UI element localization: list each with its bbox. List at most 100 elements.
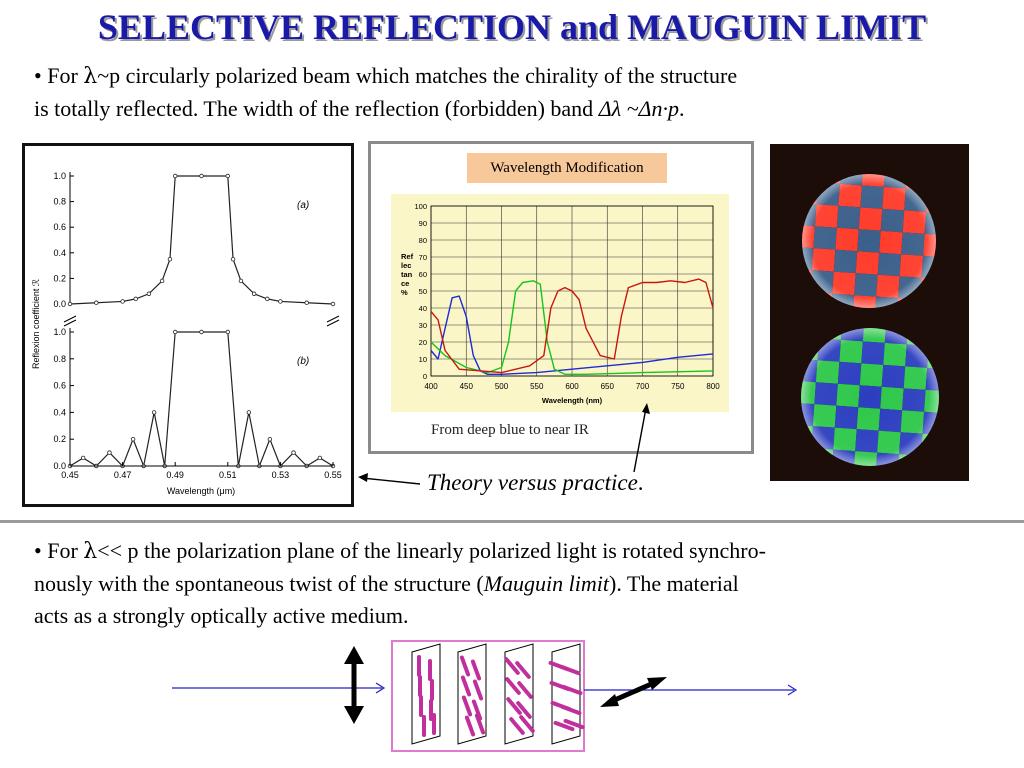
y-axis-title: Reflexion coefficient ℛ bbox=[31, 279, 41, 369]
molecule bbox=[509, 717, 525, 735]
molecule bbox=[459, 655, 471, 677]
checker-square bbox=[945, 235, 968, 258]
checker-square bbox=[948, 192, 969, 215]
checker-square bbox=[802, 174, 820, 183]
layer-plate bbox=[551, 643, 581, 745]
x-tick-label: 600 bbox=[565, 382, 579, 391]
checker-square bbox=[777, 291, 800, 314]
y-tick-label: 0.8 bbox=[53, 197, 66, 207]
molecule bbox=[504, 657, 520, 675]
data-point bbox=[130, 437, 136, 442]
checker-square bbox=[940, 301, 963, 324]
data-point bbox=[246, 410, 252, 415]
molecule bbox=[517, 681, 533, 699]
x-tick-label: 750 bbox=[671, 382, 685, 391]
y-tick-label: 100 bbox=[414, 202, 427, 211]
molecule bbox=[506, 697, 522, 715]
checker-square bbox=[841, 144, 864, 163]
checker-square bbox=[928, 328, 939, 348]
green-disk-rim bbox=[801, 328, 939, 466]
bullet-2-text-a: For bbox=[47, 538, 84, 563]
y-tick-label: 0.4 bbox=[53, 248, 66, 258]
y-axis-title-fragment: % bbox=[401, 288, 408, 297]
checker-square bbox=[802, 268, 812, 293]
checker-square bbox=[927, 174, 936, 192]
checker-square bbox=[770, 289, 788, 312]
bullet-1-formula: Δλ ~Δn·p bbox=[598, 96, 679, 121]
x-tick-label: 800 bbox=[706, 382, 720, 391]
checker-square bbox=[798, 144, 821, 160]
bullet-2-mauguin: Mauguin limit bbox=[483, 571, 609, 596]
y-tick-label: 90 bbox=[419, 219, 427, 228]
axis-break-mark bbox=[63, 315, 77, 323]
arrow-to-practice bbox=[633, 407, 647, 473]
molecule bbox=[563, 718, 585, 730]
checker-square bbox=[948, 369, 969, 392]
data-point bbox=[67, 301, 73, 307]
y-tick-label: 80 bbox=[419, 236, 427, 245]
checker-square bbox=[775, 313, 798, 336]
theory-plot: 1.0 0.8 0.6 0.4 0.2 0.0 (a) 1.0 0.8 0.6 0.4 0.2 0.0 (… bbox=[31, 171, 342, 496]
y-tick-label: 0.2 bbox=[53, 273, 66, 283]
checker-square bbox=[770, 423, 791, 446]
checker-square bbox=[945, 413, 968, 436]
y-tick-label: 60 bbox=[419, 270, 427, 279]
y-tick-label: 0.6 bbox=[53, 222, 66, 232]
y-tick-label: 20 bbox=[419, 338, 427, 347]
checker-square bbox=[874, 475, 897, 481]
red-disk-rim bbox=[802, 174, 936, 308]
checker-square bbox=[801, 446, 812, 466]
checker-square bbox=[941, 457, 964, 480]
checker-square bbox=[770, 223, 793, 246]
checker-square bbox=[896, 476, 919, 481]
data-point bbox=[159, 278, 165, 284]
data-point bbox=[133, 296, 138, 302]
rotated-polarization-arrow bbox=[609, 679, 657, 705]
checker-square bbox=[918, 299, 936, 308]
checker-square bbox=[776, 144, 799, 159]
bullet-2-lambda: λ bbox=[83, 539, 98, 564]
axis-break-mark bbox=[63, 319, 77, 327]
checker-square bbox=[907, 145, 930, 168]
y-tick-label: 0.0 bbox=[53, 461, 66, 471]
data-point bbox=[317, 455, 323, 461]
figure-caption: Theory versus practice. bbox=[427, 470, 644, 496]
y-tick-label: 10 bbox=[419, 355, 427, 364]
data-point bbox=[225, 329, 230, 335]
checker-square bbox=[770, 379, 793, 402]
caption-text: Theory versus practice bbox=[427, 470, 638, 495]
bullet-2-line2-b: ). The material bbox=[609, 571, 739, 596]
molecule bbox=[472, 679, 484, 701]
section-divider bbox=[0, 520, 1024, 523]
rotated-polarization-head-a bbox=[600, 694, 619, 707]
y-axis-title-fragment: lec bbox=[401, 261, 411, 270]
checker-square bbox=[919, 455, 939, 466]
checker-square bbox=[920, 277, 936, 302]
y-tick-label: 0 bbox=[423, 372, 427, 381]
reflectance-series-1 bbox=[430, 295, 714, 376]
data-point bbox=[167, 256, 173, 262]
molecule bbox=[519, 715, 535, 733]
data-point bbox=[120, 299, 125, 304]
checker-square bbox=[820, 144, 843, 162]
reflection-curve bbox=[69, 175, 334, 305]
data-point bbox=[230, 256, 236, 262]
data-point bbox=[330, 301, 336, 307]
molecule bbox=[553, 720, 575, 732]
checker-square bbox=[772, 357, 795, 380]
bullet-1-text-a: For bbox=[47, 63, 84, 88]
panel-label: (a) bbox=[297, 200, 309, 211]
practice-banner: Wavelength Modification bbox=[467, 153, 667, 183]
x-tick-label: 0.49 bbox=[166, 470, 184, 480]
checker-square bbox=[770, 267, 790, 290]
x-tick-label: 700 bbox=[636, 382, 650, 391]
checker-square bbox=[929, 146, 952, 169]
checker-square bbox=[952, 304, 969, 327]
checker-square bbox=[802, 290, 811, 308]
molecule bbox=[460, 675, 472, 697]
data-point bbox=[278, 299, 283, 304]
checker-square bbox=[930, 302, 953, 325]
data-point bbox=[94, 300, 99, 305]
practice-figure: Wavelength Modification 100 90 80 70 60 50 40 3… bbox=[368, 141, 754, 454]
